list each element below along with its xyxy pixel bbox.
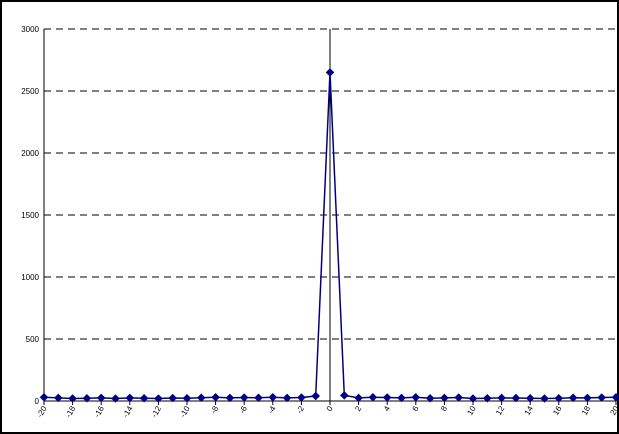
- data-point-19: [597, 393, 607, 402]
- data-point-5: [397, 393, 406, 403]
- data-point-9: [454, 393, 464, 402]
- data-point--2: [297, 393, 306, 402]
- data-point-20: [611, 392, 619, 402]
- data-point--12: [154, 394, 163, 403]
- x-tick-label--18: -18: [64, 404, 78, 419]
- x-tick-labels: -20 -18 -16 -14 -12 -10 -8 -6 -4 -2 0 2 4 6 8 10 12 14 16 1…: [35, 404, 619, 419]
- data-point-4: [382, 393, 392, 402]
- y-tick-labels: 0 500 1000 1500 2000 2500 3000: [21, 25, 39, 406]
- data-point--19: [53, 393, 63, 403]
- x-tick-label--12: -12: [150, 404, 164, 419]
- data-point-1: [339, 391, 349, 400]
- data-point--4: [268, 392, 278, 402]
- data-point--13: [139, 393, 149, 403]
- y-tick-label-1500: 1500: [21, 211, 39, 220]
- y-tick-label-2500: 2500: [21, 87, 39, 96]
- x-tick-label-0: 0: [325, 404, 335, 413]
- data-point--14: [125, 393, 135, 403]
- data-point--1: [311, 391, 321, 401]
- data-point--15: [111, 394, 120, 403]
- x-tick-label--2: -2: [295, 404, 307, 415]
- y-tick-label-500: 500: [26, 335, 40, 344]
- data-point-16: [554, 393, 564, 403]
- x-tick-label-12: 12: [494, 404, 507, 417]
- x-tick-label--6: -6: [238, 404, 250, 415]
- x-tick-label--20: -20: [35, 404, 49, 419]
- data-point-8: [440, 393, 449, 403]
- data-point--7: [225, 393, 235, 403]
- x-tick-label-10: 10: [465, 404, 478, 417]
- data-point--16: [96, 393, 106, 403]
- data-point--8: [211, 392, 220, 402]
- x-tick-label--16: -16: [92, 404, 106, 419]
- y-tick-label-0: 0: [35, 397, 40, 406]
- data-point--17: [82, 393, 92, 403]
- series-markers: [39, 68, 619, 403]
- x-tick-label-20: 20: [608, 404, 619, 417]
- y-tick-label-3000: 3000: [21, 25, 39, 34]
- x-tick-label-16: 16: [551, 404, 564, 417]
- data-point--6: [239, 393, 249, 402]
- x-tick-label-4: 4: [382, 404, 392, 413]
- data-point--3: [282, 393, 292, 403]
- data-point-18: [583, 393, 592, 403]
- data-point-11: [482, 393, 492, 403]
- x-tick-label--14: -14: [121, 404, 135, 419]
- data-point-7: [425, 393, 435, 403]
- y-tick-label-1000: 1000: [21, 273, 39, 282]
- data-point-17: [568, 393, 578, 403]
- x-tick-label-6: 6: [411, 404, 421, 413]
- data-point-14: [525, 393, 535, 403]
- data-point-0: [325, 68, 335, 77]
- data-point--9: [196, 393, 206, 403]
- data-point-12: [497, 393, 506, 403]
- y-tick-label-2000: 2000: [21, 149, 39, 158]
- data-point--10: [182, 393, 192, 403]
- data-point--18: [68, 394, 77, 403]
- data-point--11: [168, 393, 178, 403]
- data-point-10: [468, 394, 478, 403]
- data-point-13: [511, 393, 521, 403]
- x-tick-label--8: -8: [209, 404, 221, 415]
- data-point-6: [411, 392, 421, 402]
- x-tick-label-18: 18: [580, 404, 593, 417]
- x-tick-label-2: 2: [353, 404, 363, 413]
- x-tick-label--10: -10: [178, 404, 192, 419]
- x-tick-label--4: -4: [266, 404, 278, 415]
- data-point-15: [540, 394, 549, 403]
- data-point--20: [39, 392, 49, 402]
- data-point--5: [254, 393, 263, 403]
- x-tick-label-14: 14: [523, 404, 536, 417]
- x-tick-label-8: 8: [439, 404, 449, 413]
- data-point-3: [368, 392, 378, 402]
- data-point-2: [354, 393, 363, 403]
